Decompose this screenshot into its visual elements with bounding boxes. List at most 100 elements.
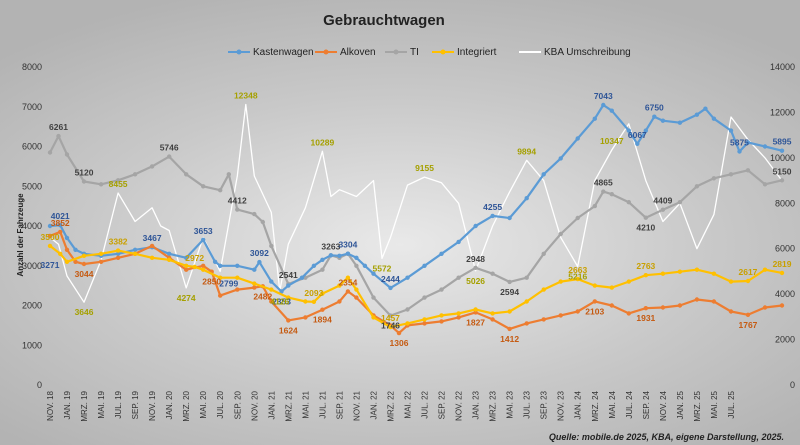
data-point-integriert-44	[728, 279, 734, 284]
data-point-kastenwagen-7	[132, 247, 138, 252]
data-point-ti-41	[643, 215, 648, 220]
chart-title: Gebrauchtwagen	[323, 12, 445, 29]
data-point-alkoven-4	[81, 261, 87, 267]
data-point-ti-27	[422, 295, 427, 300]
data-point-alkoven-42	[660, 305, 666, 310]
legend-marker-alkoven	[323, 49, 329, 55]
data-point-integriert-30	[490, 311, 495, 316]
data-label-59: 9894	[517, 146, 536, 156]
data-point-kastenwagen-28	[371, 271, 376, 276]
data-label-58: 5026	[466, 276, 485, 286]
x-tick-label-14: MRZ. 21	[284, 390, 293, 421]
data-point-ti-46	[728, 172, 734, 177]
legend-label-alkoven: Alkoven	[340, 47, 376, 58]
y-tick-label-2: 2000	[22, 301, 42, 311]
data-point-kastenwagen-38	[541, 172, 546, 177]
data-label-33: 1894	[313, 315, 332, 325]
data-point-alkoven-28	[422, 321, 427, 326]
data-label-47: 2763	[636, 261, 655, 271]
data-point-integriert-21	[345, 275, 351, 280]
x-tick-label-15: MAI. 21	[301, 390, 310, 418]
series-lines	[47, 102, 785, 336]
data-point-ti-13	[235, 207, 240, 212]
series-line-kba-umschreibung	[49, 103, 783, 303]
data-point-alkoven-37	[575, 309, 580, 314]
y2-tick-label-2: 4000	[775, 289, 795, 299]
data-point-kastenwagen-46	[643, 128, 648, 133]
data-point-ti-43	[677, 200, 683, 205]
data-point-kastenwagen-10	[184, 255, 189, 260]
data-label-50: 8455	[109, 179, 128, 189]
data-point-kastenwagen-29	[388, 285, 393, 291]
legend: Kastenwagen Alkoven TI Integriert KBA Umschr…	[228, 47, 631, 58]
data-point-kastenwagen-54	[737, 149, 742, 154]
data-point-integriert-20	[337, 283, 342, 288]
data-point-integriert-16	[286, 295, 291, 300]
data-label-39: 1931	[636, 313, 655, 323]
data-point-kastenwagen-39	[558, 156, 563, 161]
data-point-kastenwagen-23	[328, 253, 334, 258]
data-point-alkoven-21	[337, 299, 342, 304]
data-point-kastenwagen-53	[728, 128, 734, 133]
data-label-23: 6067	[628, 130, 647, 140]
x-tick-label-12: NOV. 20	[250, 390, 259, 420]
data-point-kastenwagen-32	[439, 251, 444, 256]
data-point-ti-19	[320, 267, 325, 272]
x-tick-label-16: JUL. 21	[318, 390, 327, 418]
data-point-kastenwagen-12	[212, 259, 218, 264]
data-point-ti-8	[167, 154, 172, 159]
data-point-integriert-29	[473, 307, 478, 312]
x-tick-label-11: SEP. 20	[233, 390, 242, 419]
x-tick-label-17: SEP. 21	[335, 390, 344, 419]
data-point-ti-47	[745, 168, 751, 173]
data-point-kastenwagen-44	[626, 128, 631, 133]
legend-item-alkoven: Alkoven	[315, 47, 376, 58]
x-tick-label-40: JUL. 25	[727, 390, 736, 418]
data-point-integriert-15	[269, 287, 274, 292]
data-point-kastenwagen-14	[235, 263, 240, 268]
data-label-1: 5120	[75, 167, 94, 177]
data-label-55: 10289	[311, 137, 335, 147]
data-point-ti-14	[252, 211, 257, 217]
legend-label-kba-umschreibung: KBA Umschreibung	[544, 47, 631, 58]
data-point-integriert-4	[98, 251, 104, 256]
data-point-kastenwagen-11	[201, 237, 206, 242]
x-tick-label-2: MRZ. 19	[80, 390, 89, 421]
y-tick-label-8: 8000	[22, 62, 42, 72]
data-point-integriert-5	[115, 248, 121, 253]
y2-tick-label-7: 14000	[770, 62, 795, 72]
y2-tick-label-3: 6000	[775, 244, 795, 254]
data-point-kastenwagen-13	[218, 263, 223, 268]
data-label-38: 2103	[585, 306, 604, 316]
data-point-integriert-23	[371, 315, 376, 320]
y2-tick-label-0: 0	[790, 380, 795, 390]
x-tick-label-22: JUL. 22	[421, 390, 430, 418]
data-point-kastenwagen-15	[252, 267, 257, 272]
data-point-alkoven-18	[286, 318, 291, 323]
data-point-integriert-27	[439, 313, 444, 318]
data-point-ti-4	[98, 182, 104, 187]
data-point-ti-45	[711, 176, 717, 181]
data-point-alkoven-1	[58, 229, 63, 235]
data-point-ti-7	[149, 164, 155, 169]
data-point-ti-10	[201, 184, 206, 189]
data-label-21: 4255	[483, 202, 502, 212]
data-point-alkoven-33	[507, 326, 512, 332]
data-point-kastenwagen-43	[609, 108, 614, 113]
data-point-ti-2	[64, 152, 70, 157]
data-point-alkoven-40	[626, 311, 631, 316]
data-point-ti-33	[524, 275, 529, 280]
y-tick-label-5: 5000	[22, 181, 42, 191]
data-point-kastenwagen-26	[354, 255, 359, 260]
data-point-ti-12	[226, 172, 231, 177]
data-point-integriert-42	[694, 267, 700, 272]
data-point-ti-3	[81, 179, 87, 184]
x-tick-label-38: MRZ. 25	[693, 390, 702, 421]
data-label-35: 1306	[390, 338, 409, 348]
data-point-ti-15	[260, 219, 265, 225]
data-point-alkoven-32	[490, 317, 495, 322]
data-point-alkoven-23	[354, 295, 359, 300]
data-point-kastenwagen-19	[286, 283, 291, 288]
